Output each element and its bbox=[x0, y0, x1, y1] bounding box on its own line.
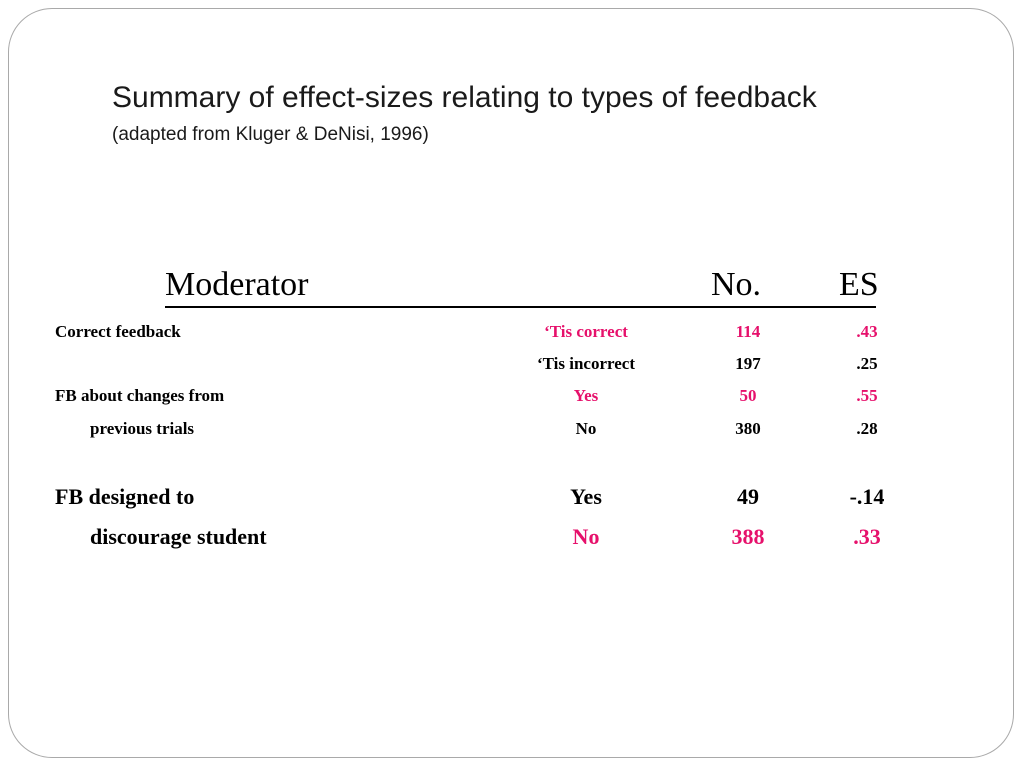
row-count: 50 bbox=[739, 386, 757, 405]
row-label: Correct feedback bbox=[55, 322, 181, 341]
slide-title: Summary of effect-sizes relating to type… bbox=[112, 81, 817, 114]
row-effect-size: .25 bbox=[856, 354, 878, 373]
row-label: FB about changes from bbox=[55, 386, 225, 405]
row-label: discourage student bbox=[90, 524, 267, 549]
row-value: No bbox=[572, 524, 600, 549]
row-effect-size: -.14 bbox=[849, 484, 885, 509]
row-value: No bbox=[575, 419, 597, 438]
row-value: Yes bbox=[570, 484, 602, 509]
row-value: ‘Tis incorrect bbox=[536, 354, 636, 373]
slide-subtitle: (adapted from Kluger & DeNisi, 1996) bbox=[112, 124, 429, 145]
row-value: Yes bbox=[573, 386, 599, 405]
row-count: 380 bbox=[735, 419, 761, 438]
row-effect-size: .28 bbox=[856, 419, 878, 438]
row-label: previous trials bbox=[90, 419, 195, 438]
row-label: FB designed to bbox=[55, 484, 195, 509]
row-effect-size: .55 bbox=[856, 386, 878, 405]
row-effect-size: .33 bbox=[853, 524, 881, 549]
row-value: ‘Tis correct bbox=[544, 322, 628, 341]
slide bbox=[8, 8, 1014, 758]
row-count: 388 bbox=[731, 524, 765, 549]
row-effect-size: .43 bbox=[856, 322, 878, 341]
header-no: No. bbox=[711, 266, 762, 303]
row-count: 197 bbox=[735, 354, 761, 373]
header-moderator: Moderator bbox=[165, 266, 309, 303]
table-header: Moderator No. ES bbox=[165, 266, 879, 308]
row-count: 49 bbox=[737, 484, 759, 509]
row-count: 114 bbox=[735, 322, 761, 341]
header-es: ES bbox=[839, 266, 879, 303]
